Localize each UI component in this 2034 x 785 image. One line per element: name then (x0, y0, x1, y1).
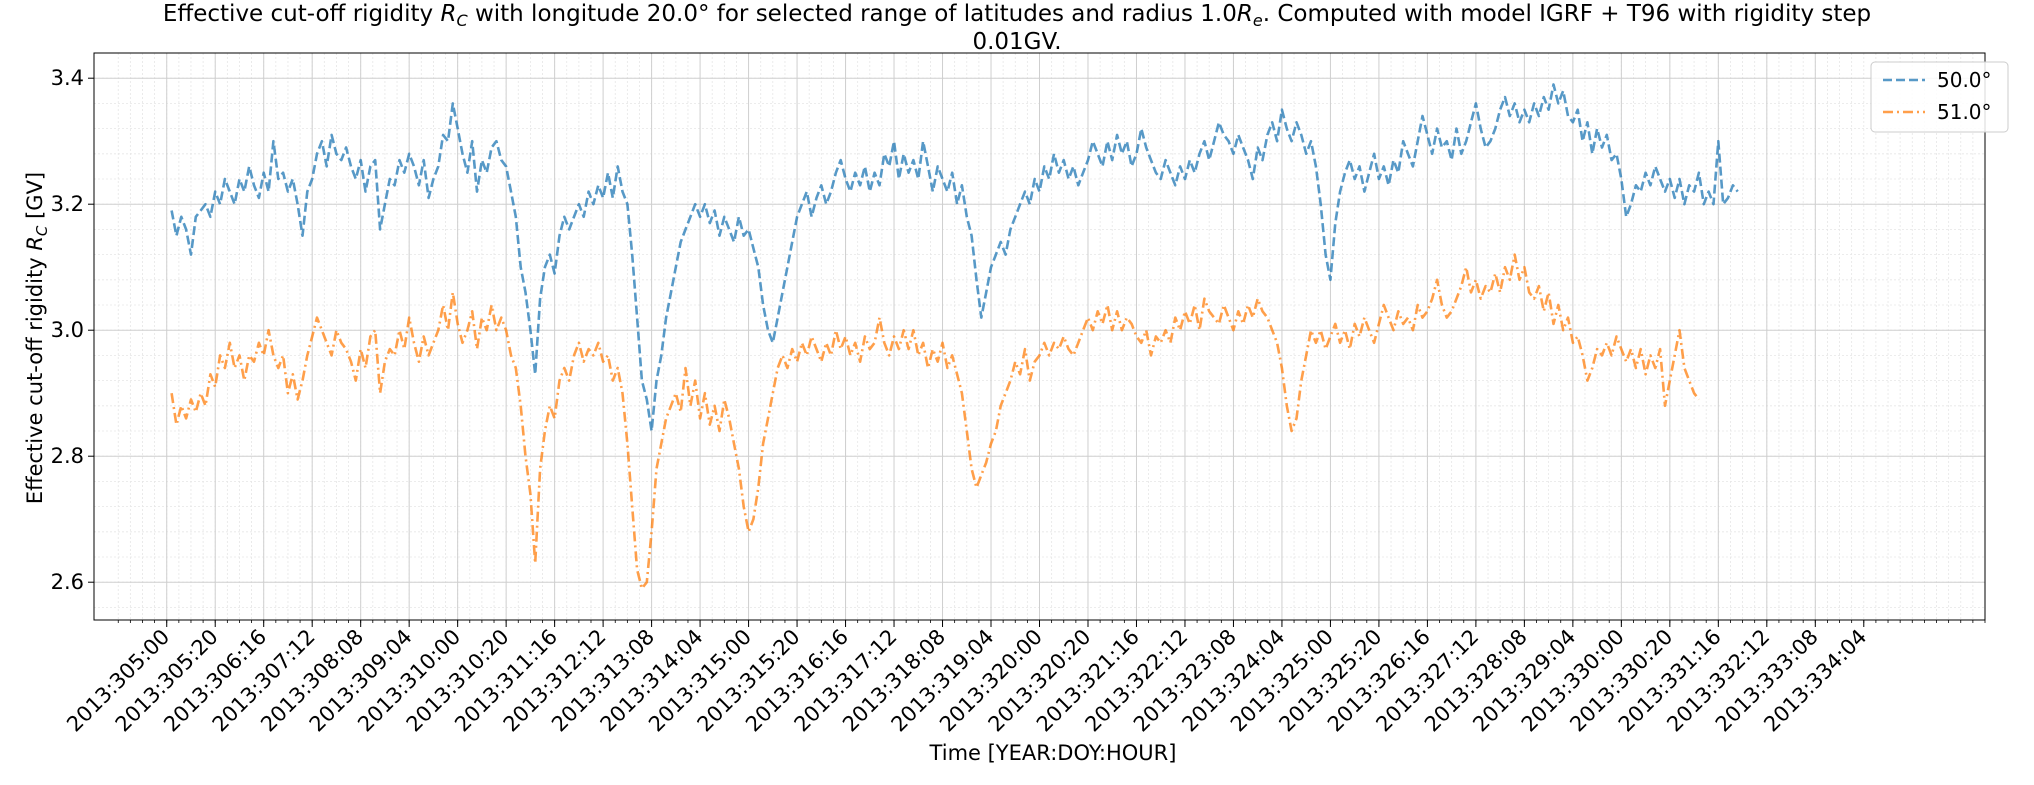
chart-title-line1: Effective cut-off rigidity RC with longi… (163, 1, 1871, 30)
legend-box (1870, 61, 2009, 133)
plot-area (170, 83, 1739, 590)
y-tick-label: 3.0 (51, 318, 84, 342)
y-tick-label: 2.8 (51, 444, 84, 468)
y-tick-label: 3.4 (51, 66, 84, 90)
chart-title-line2: 0.01GV. (972, 29, 1061, 55)
x-axis-ticks: 2013:305:002013:305:202013:306:162013:30… (62, 620, 1986, 737)
y-axis-label: Effective cut-off rigidity RC [GV] (23, 172, 51, 504)
y-axis-ticks: 2.6 2.8 3.0 3.2 3.4 (51, 66, 94, 594)
x-axis-label: Time [YEAR:DOY:HOUR] (929, 741, 1177, 765)
y-tick-label: 3.2 (51, 192, 84, 216)
y-tick-label: 2.6 (51, 570, 84, 594)
legend-label-50: 50.0° (1937, 68, 1992, 92)
legend-label-51: 51.0° (1937, 100, 1992, 124)
grid (94, 53, 1986, 620)
series-line-500 (170, 83, 1739, 433)
legend: 50.0° 51.0° (1870, 61, 2009, 133)
